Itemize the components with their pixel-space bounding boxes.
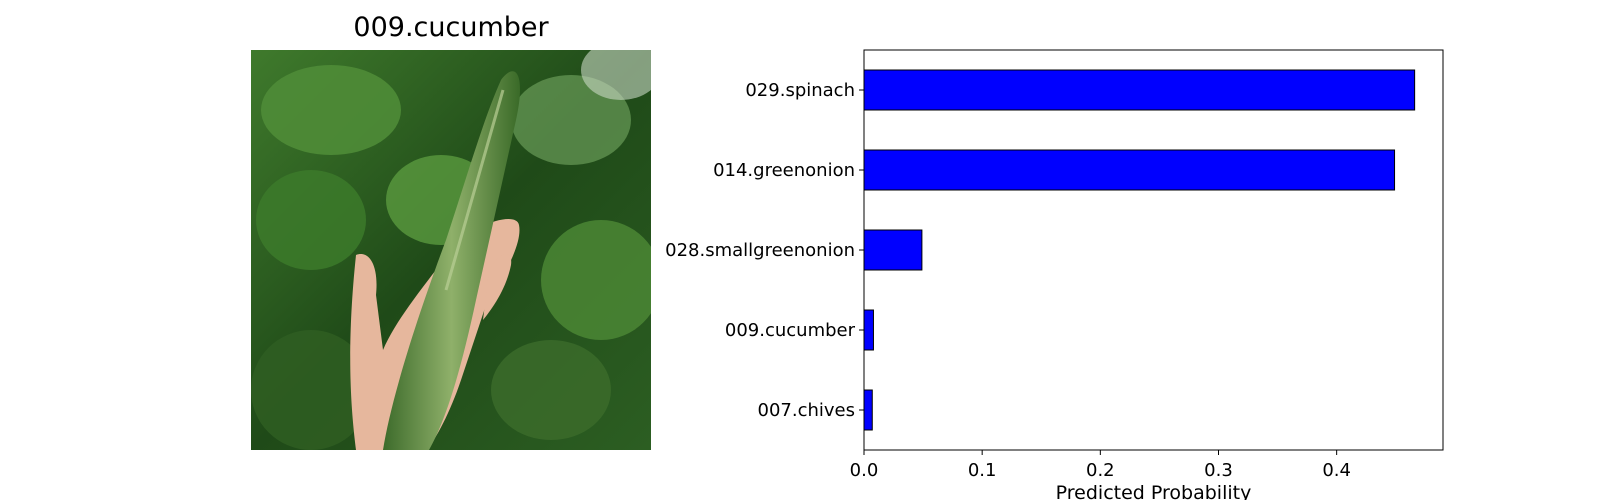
y-tick-label: 009.cucumber — [725, 320, 856, 341]
bar-009.cucumber — [863, 309, 874, 351]
bar-014.greenonion — [863, 149, 1396, 191]
x-tick-label: 0.1 — [968, 460, 997, 481]
bar-007.chives — [863, 389, 873, 431]
y-tick-label: 029.spinach — [745, 80, 855, 101]
y-axis: 029.spinach 014.greenonion 028.smallgreeno… — [665, 80, 864, 421]
x-axis: 0.0 0.1 0.2 0.3 0.4 — [850, 450, 1351, 481]
y-tick-label: 007.chives — [758, 400, 856, 421]
bars — [863, 69, 1416, 431]
x-tick-label: 0.3 — [1204, 460, 1233, 481]
image-title: 009.cucumber — [353, 12, 549, 43]
y-tick-label: 014.greenonion — [713, 160, 855, 181]
x-tick-label: 0.0 — [850, 460, 879, 481]
y-tick-label: 028.smallgreenonion — [665, 240, 855, 261]
x-axis-label: Predicted Probability — [1056, 482, 1252, 500]
x-tick-label: 0.4 — [1322, 460, 1351, 481]
cucumber-photo — [251, 50, 651, 450]
x-tick-label: 0.2 — [1086, 460, 1115, 481]
bar-028.smallgreenonion — [863, 229, 923, 271]
bar-029.spinach — [863, 69, 1416, 111]
